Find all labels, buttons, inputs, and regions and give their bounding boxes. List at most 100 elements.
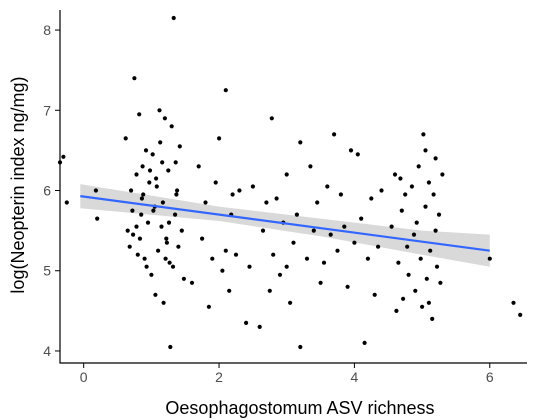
data-point — [145, 220, 151, 225]
data-point — [423, 204, 428, 209]
data-point — [405, 244, 410, 249]
data-point — [396, 260, 401, 265]
data-point — [154, 184, 159, 189]
data-point — [137, 112, 142, 117]
data-point — [154, 176, 159, 181]
data-point — [338, 192, 343, 197]
x-tick-label: 0 — [80, 369, 88, 385]
data-point — [518, 312, 523, 317]
data-point — [206, 304, 211, 309]
data-point — [291, 240, 296, 245]
data-point — [426, 300, 431, 305]
data-point — [411, 232, 417, 237]
data-point — [159, 224, 164, 229]
data-point — [223, 248, 228, 253]
data-point — [420, 304, 425, 309]
data-point — [223, 88, 228, 93]
y-axis-title: log(Neopterin index ng/mg) — [8, 76, 28, 293]
y-tick-label: 8 — [43, 22, 51, 38]
data-point — [277, 272, 283, 277]
ticks-layer: 0 2 4 6 4 5 6 7 8 — [43, 22, 494, 385]
data-point — [203, 200, 208, 205]
data-point — [511, 300, 516, 305]
data-point — [487, 256, 492, 261]
data-point — [134, 224, 139, 229]
data-point — [151, 208, 156, 213]
data-point — [179, 228, 184, 233]
data-point — [95, 216, 100, 221]
data-point — [434, 264, 440, 269]
data-point — [424, 276, 429, 281]
data-point — [298, 344, 303, 350]
data-point — [438, 280, 443, 285]
data-point — [369, 196, 374, 201]
data-point — [271, 252, 276, 257]
data-point — [257, 324, 262, 329]
data-point — [389, 224, 394, 229]
data-point — [247, 264, 252, 269]
data-point — [127, 244, 132, 249]
data-point — [166, 220, 172, 225]
data-point — [139, 196, 144, 201]
data-point — [345, 284, 350, 289]
data-point — [431, 192, 436, 197]
data-point — [200, 236, 205, 241]
data-point — [359, 216, 364, 221]
data-point — [398, 176, 403, 181]
data-point — [244, 320, 249, 325]
data-point — [237, 188, 242, 193]
data-point — [176, 244, 181, 249]
data-point — [335, 248, 340, 253]
data-point — [227, 288, 232, 293]
data-point — [394, 308, 399, 313]
data-point — [168, 344, 173, 350]
y-tick-label: 6 — [43, 183, 51, 199]
y-tick-label: 5 — [43, 263, 51, 279]
data-point — [267, 288, 272, 293]
data-point — [143, 148, 149, 153]
data-point — [167, 260, 172, 265]
data-point — [365, 256, 370, 261]
data-point — [189, 280, 195, 285]
data-point — [233, 252, 239, 257]
data-point — [433, 156, 438, 161]
data-point — [418, 256, 423, 261]
data-point — [423, 148, 428, 153]
data-point — [166, 168, 171, 173]
data-point — [321, 260, 327, 265]
data-point — [139, 212, 144, 217]
data-point — [308, 164, 313, 169]
confidence-band-layer — [80, 184, 490, 267]
data-point — [311, 228, 316, 233]
data-point — [131, 232, 136, 237]
data-point — [156, 248, 161, 253]
fit-line-layer — [80, 195, 490, 252]
data-point — [150, 152, 155, 157]
data-point — [196, 164, 201, 169]
axes-layer — [59, 10, 527, 364]
data-point — [220, 268, 225, 273]
data-point — [430, 316, 435, 321]
data-point — [269, 116, 274, 121]
data-point — [158, 140, 163, 145]
data-point — [260, 228, 266, 233]
data-point — [250, 184, 255, 189]
data-point — [164, 236, 169, 241]
data-point — [362, 340, 367, 345]
data-point — [406, 272, 411, 277]
data-point — [164, 240, 169, 245]
data-point — [161, 300, 166, 305]
data-point — [157, 108, 162, 113]
data-point — [315, 200, 320, 205]
data-point — [372, 292, 377, 297]
data-point — [140, 164, 145, 169]
data-point — [284, 172, 289, 177]
data-point — [135, 252, 140, 257]
x-tick-label: 4 — [351, 369, 359, 385]
data-point — [348, 148, 354, 153]
y-tick-label: 4 — [43, 343, 51, 359]
points-layer — [57, 15, 523, 350]
data-point — [403, 192, 408, 197]
data-point — [213, 180, 218, 185]
data-point — [379, 188, 384, 193]
